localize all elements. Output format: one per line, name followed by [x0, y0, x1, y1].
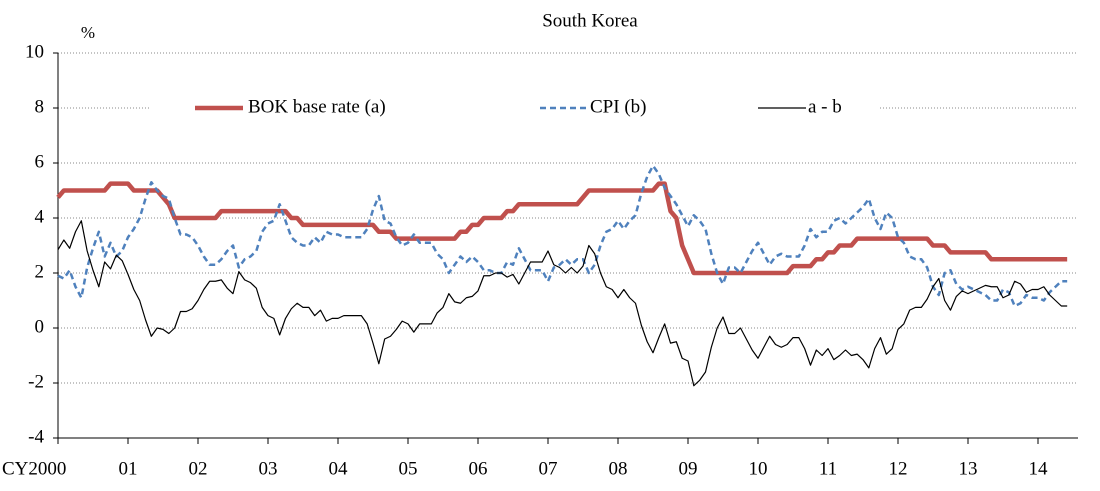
chart-title: South Korea: [542, 10, 638, 31]
x-tick-label: 14: [1029, 458, 1049, 479]
x-tick-label: 07: [539, 458, 558, 479]
y-tick-label: 0: [35, 316, 45, 337]
legend-label: BOK base rate (a): [248, 96, 386, 117]
x-tick-label: 05: [399, 458, 418, 479]
series-line: [57, 220, 1068, 387]
x-tick-label: CY2000: [2, 458, 66, 479]
legend-label: a - b: [808, 96, 842, 117]
legend-label: CPI (b): [590, 96, 646, 117]
x-tick-label: 04: [329, 458, 349, 479]
y-tick-label: 2: [35, 261, 45, 282]
y-tick-label: 4: [35, 206, 45, 227]
x-tick-label: 08: [609, 458, 628, 479]
y-tick-label: -4: [28, 426, 44, 447]
x-tick-label: 11: [819, 458, 837, 479]
y-tick-label: 6: [35, 151, 45, 172]
y-tick-label: 10: [25, 41, 44, 62]
x-tick-label: 01: [119, 458, 138, 479]
x-tick-label: 10: [749, 458, 768, 479]
y-tick-label: 8: [35, 96, 45, 117]
x-tick-label: 12: [889, 458, 908, 479]
x-tick-label: 02: [189, 458, 208, 479]
x-tick-label: 03: [259, 458, 278, 479]
x-tick-label: 06: [469, 458, 488, 479]
series-line: [57, 164, 1068, 308]
x-tick-label: 09: [679, 458, 698, 479]
y-axis-label: %: [81, 23, 95, 42]
x-tick-label: 13: [959, 458, 978, 479]
series-line: [56, 181, 1068, 276]
y-tick-label: -2: [28, 371, 44, 392]
